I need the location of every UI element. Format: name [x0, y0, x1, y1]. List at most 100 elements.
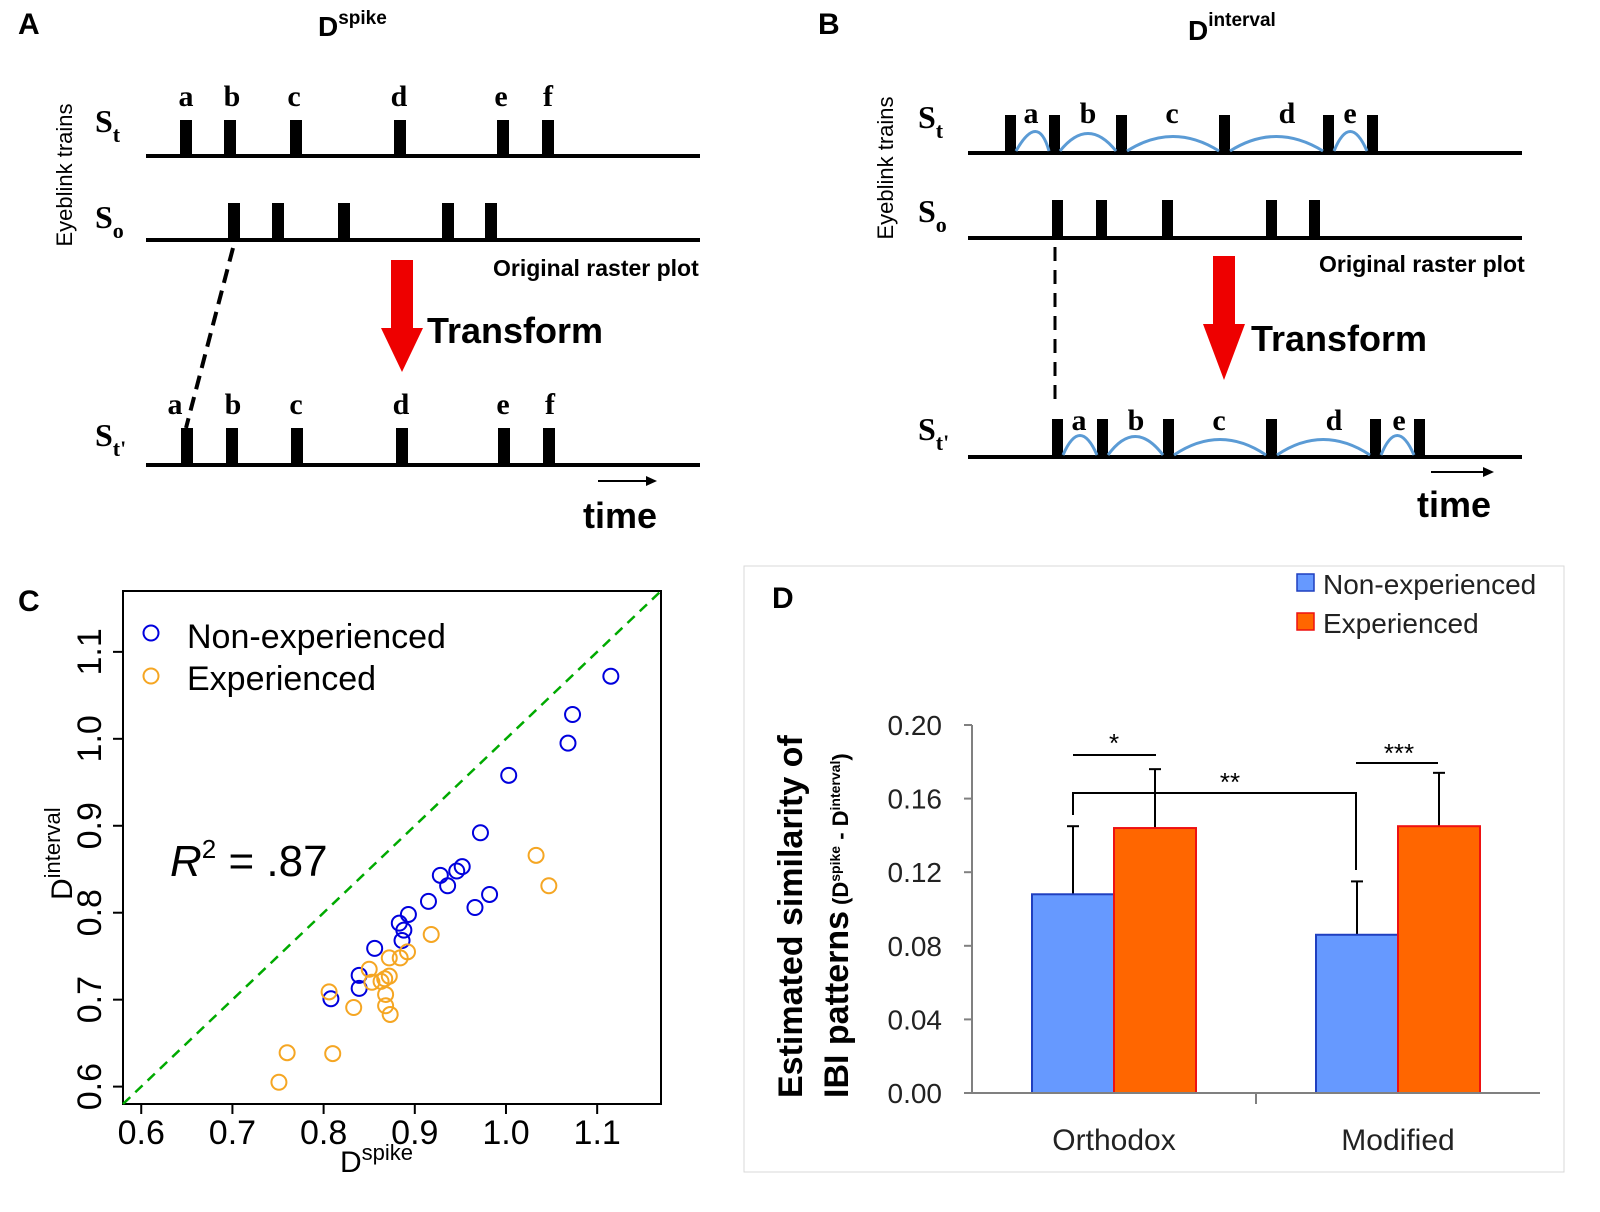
- panel-b-transform-label: Transform: [1251, 318, 1427, 359]
- panel-c-point-nonexperienced: [481, 885, 499, 903]
- panel-d-sig-modified: ***: [1384, 738, 1414, 768]
- panel-b-st-spike: [1049, 115, 1060, 153]
- panel-b-st-interval-arc: [1014, 130, 1051, 152]
- panel-c-point-experienced: [270, 1073, 288, 1091]
- panel-d-legend-swatch-nonexp: [1296, 573, 1315, 592]
- panel-c-point-experienced: [345, 998, 363, 1016]
- panel-c-point-experienced: [377, 985, 395, 1003]
- panel-d-y-tick-label: 0.12: [888, 857, 943, 888]
- panel-a-st-spike: [224, 120, 236, 156]
- panel-a-row-so: So: [95, 199, 124, 243]
- panel-a-st-label: d: [391, 80, 408, 113]
- panel-a-stp-label: d: [393, 388, 410, 421]
- panel-c-ylabel: Dinterval: [40, 807, 79, 900]
- panel-c-r2-annotation: R2 = .87: [170, 834, 328, 886]
- panel-c-y-tick-label: 0.8: [71, 889, 109, 936]
- panel-a-letter: A: [18, 8, 40, 41]
- panel-b-stp-spike: [1266, 419, 1277, 457]
- panel-a-stp-spike: [498, 428, 510, 465]
- panel-d-y-tick-label: 0.00: [888, 1078, 943, 1109]
- panel-b-transform-arrow: [1213, 256, 1235, 326]
- panel-c-point-nonexperienced: [366, 939, 384, 957]
- panel-a-stp-label: e: [496, 388, 509, 421]
- panel-c-point-experienced: [377, 997, 395, 1015]
- panel-b-st-spike: [1323, 115, 1334, 153]
- panel-b-time-label: time: [1417, 484, 1491, 525]
- panel-a-st-spike: [542, 120, 554, 156]
- panel-b-transform-arrow-head: [1203, 324, 1245, 380]
- panel-d-bar-layer: 0.00 0.04 0.08 0.12 0.16 0.20 Orthodox Modified: [888, 710, 1481, 1157]
- panel-a-alignment-dash: [184, 247, 235, 429]
- panel-c-point-experienced: [360, 960, 378, 978]
- panel-b-st-interval-arc: [1229, 135, 1324, 153]
- panel-c-x-tick-label: 0.6: [118, 1114, 165, 1152]
- panel-a-so-spike: [272, 203, 284, 240]
- panel-c-point-nonexperienced: [500, 766, 518, 784]
- panel-d-y-tick-label: 0.04: [888, 1004, 943, 1035]
- panel-c-x-tick-label: 1.1: [574, 1114, 621, 1152]
- panel-d-letter: D: [772, 582, 794, 615]
- panel-b-row-stp: St': [918, 411, 949, 455]
- panel-a-stp-label: b: [225, 388, 242, 421]
- panel-c-scatter-layer: 0.6 0.7 0.8 0.9 1.0 1.1 0.6 0.7 0.8 0.9 1.0 1.1: [71, 590, 662, 1152]
- panel-b-stp-interval-arc: [1276, 438, 1371, 457]
- panel-c-point-nonexperienced: [448, 862, 466, 880]
- panel-b-stp-spike: [1097, 419, 1108, 457]
- panel-d-sig-bracket-nonexp: [1072, 792, 1357, 870]
- panel-a-raster-label: Original raster plot: [493, 255, 699, 281]
- panel-c-x-tick-label: 0.9: [391, 1114, 438, 1152]
- panel-c-y-tick-label: 0.7: [71, 976, 109, 1023]
- panel-c-point-nonexperienced: [602, 667, 620, 685]
- panel-c-point-nonexperienced: [439, 877, 457, 895]
- panel-b-st-spike: [1367, 115, 1378, 153]
- panel-d-x-category-label: Modified: [1341, 1124, 1454, 1157]
- panel-d: D Non-experienced Experienced Estimated …: [743, 565, 1565, 1173]
- panel-a-st-spike: [290, 120, 302, 156]
- panel-b-st-label: b: [1080, 97, 1097, 130]
- panel-b-st-label: a: [1024, 97, 1039, 130]
- panel-b-st-spike: [1005, 115, 1016, 153]
- panel-b-ylabel: Eyeblink trains: [873, 96, 898, 239]
- panel-b-stp-label: b: [1128, 404, 1145, 437]
- panel-b-row-st: St: [918, 99, 944, 143]
- panel-a-stp-spike: [291, 428, 303, 465]
- panel-a-transform-arrow-head: [381, 328, 423, 372]
- panel-a-stp-label: a: [168, 388, 183, 421]
- panel-c: C 0.6 0.7 0.8 0.9 1.0 1.1 0.6 0.7 0.8 0.9 1.0 1.1 N…: [18, 585, 662, 1179]
- panel-a-st-spike: [394, 120, 406, 156]
- panel-a-stp-spike: [181, 428, 193, 465]
- panel-a-so-spike: [485, 203, 497, 240]
- panel-a-ylabel: Eyeblink trains: [52, 103, 77, 246]
- panel-b: B Dinterval Eyeblink trains St So St' a …: [818, 8, 1525, 525]
- panel-a-so-spike: [228, 203, 240, 240]
- panel-b-stp-spike: [1052, 419, 1063, 457]
- panel-c-point-nonexperienced: [399, 905, 417, 923]
- panel-d-frame: [743, 565, 1565, 1173]
- panel-b-stp-label: c: [1212, 404, 1225, 437]
- panel-a-st-label: c: [287, 80, 300, 113]
- panel-b-so-spike: [1096, 200, 1107, 238]
- panel-a-so-spike: [442, 203, 454, 240]
- panel-a-stp-spike: [543, 428, 555, 465]
- panel-a-time-arrow-head: [646, 476, 657, 486]
- panel-c-point-nonexperienced: [322, 990, 340, 1008]
- panel-b-st-label: d: [1279, 97, 1296, 130]
- panel-a-stp-label: c: [289, 388, 302, 421]
- panel-b-stp-spike: [1414, 419, 1425, 457]
- panel-c-y-tick-label: 1.0: [71, 715, 109, 762]
- panel-b-st-spike: [1219, 115, 1230, 153]
- panel-b-stp-spike: [1163, 419, 1174, 457]
- panel-d-sig-nonexp: **: [1220, 767, 1240, 797]
- panel-b-st-spike: [1116, 115, 1127, 153]
- panel-d-y-tick-label: 0.20: [888, 710, 943, 741]
- panel-c-point-experienced: [320, 983, 338, 1001]
- panel-c-point-experienced: [527, 846, 545, 864]
- panel-c-legend-marker-exp: [142, 667, 160, 685]
- panel-b-st-interval-arc: [1058, 132, 1118, 152]
- panel-d-bar-nonexperienced: [1031, 893, 1115, 1095]
- panel-c-point-nonexperienced: [564, 705, 582, 723]
- panel-b-so-spike: [1162, 200, 1173, 238]
- panel-d-bar-nonexperienced: [1315, 933, 1399, 1095]
